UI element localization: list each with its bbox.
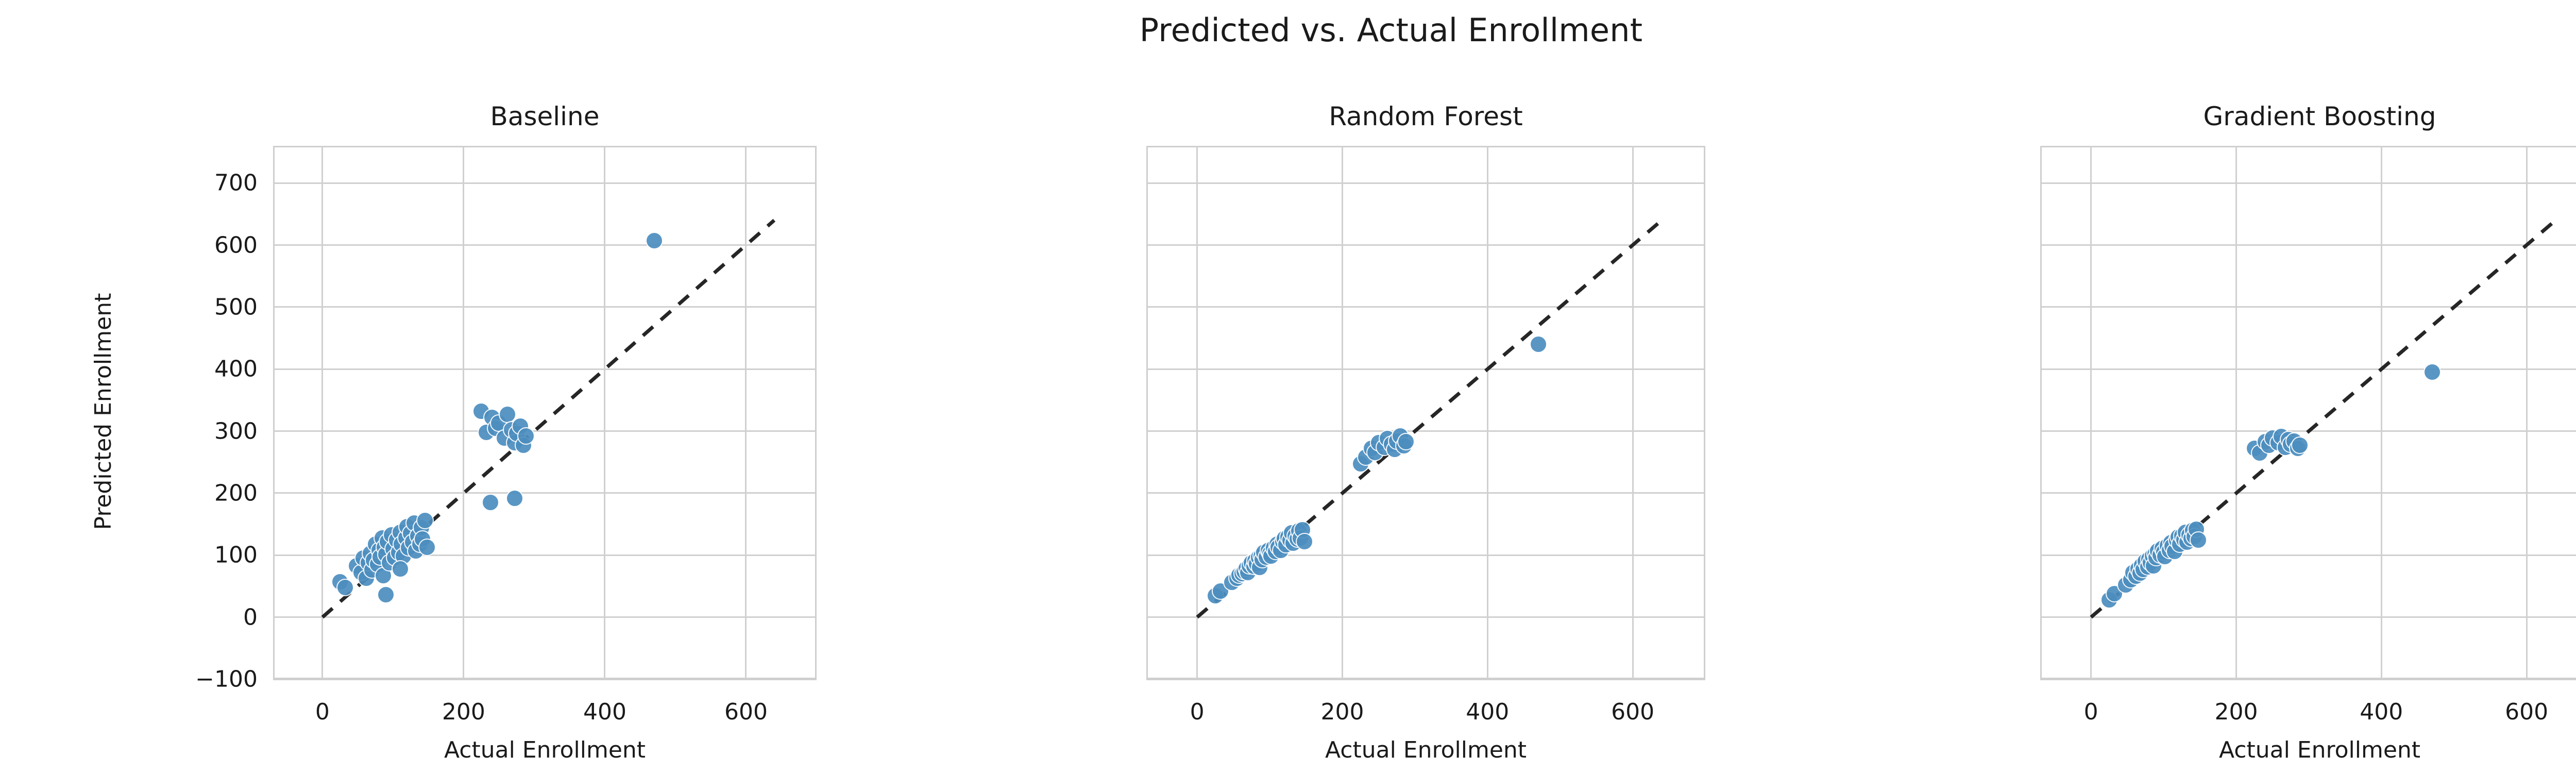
y-tick-label: 500 [214,294,258,321]
scatter-point [377,586,395,604]
y-tick-label: 700 [214,170,258,196]
gridline-horizontal [273,678,817,680]
y-tick-label: 300 [214,418,258,445]
x-tick-label: 600 [1611,699,1655,725]
x-tick-label: 400 [1466,699,1510,725]
scatter-point [517,427,535,445]
gridline-horizontal [2040,244,2576,246]
scatter-point [1296,532,1314,550]
y-tick-label: 400 [214,356,258,382]
x-tick-label: 400 [2360,699,2403,725]
scatter-point [2423,363,2441,381]
x-axis-label: Actual Enrollment [444,737,646,763]
gridline-horizontal [2040,492,2576,494]
gridline-horizontal [2040,368,2576,370]
plot-area [1146,146,1705,680]
y-tick-label: −100 [195,666,258,693]
x-tick-label: 400 [583,699,626,725]
x-axis-label: Actual Enrollment [2218,737,2421,763]
gridline-horizontal [1146,182,1705,184]
gridline-horizontal [273,182,817,184]
x-tick-label: 200 [1320,699,1364,725]
subplot-title: Gradient Boosting [2203,102,2436,131]
gridline-horizontal [2040,182,2576,184]
subplot-title: Baseline [490,102,600,131]
scatter-point [645,232,663,250]
subplot-title: Random Forest [1329,102,1523,131]
gridline-horizontal [1146,678,1705,680]
scatter-point [2105,584,2123,602]
x-tick-label: 200 [2214,699,2258,725]
gridline-vertical [2526,146,2528,679]
gridline-horizontal [2040,616,2576,618]
y-tick-label: 0 [243,604,258,631]
plot-area [2040,146,2576,680]
gridline-horizontal [2040,554,2576,556]
x-axis-label: Actual Enrollment [1325,737,1527,763]
x-tick-label: 600 [724,699,768,725]
scatter-point [1529,335,1547,354]
scatter-point [2190,531,2208,549]
x-tick-label: 0 [315,699,330,725]
y-tick-label: 100 [214,542,258,568]
gridline-horizontal [2040,678,2576,680]
scatter-point [336,578,354,596]
scatter-point [472,402,490,421]
scatter-point [505,489,523,507]
scatter-point [391,560,409,578]
x-tick-label: 0 [1190,699,1205,725]
scatter-point [482,494,499,511]
x-tick-label: 0 [2083,699,2098,725]
gridline-vertical [2380,146,2382,679]
y-tick-label: 600 [214,232,258,259]
y-tick-label: 200 [214,480,258,507]
figure-suptitle: Predicted vs. Actual Enrollment [1139,11,1643,49]
scatter-point [1397,433,1415,451]
gridline-vertical [2090,146,2092,679]
gridline-vertical [2235,146,2237,679]
gridline-horizontal [2040,306,2576,308]
gridline-horizontal [2040,430,2576,432]
x-tick-label: 200 [442,699,485,725]
scatter-point [2291,436,2309,455]
scatter-point [418,538,436,556]
scatter-point [416,511,434,529]
x-tick-label: 600 [2505,699,2549,725]
